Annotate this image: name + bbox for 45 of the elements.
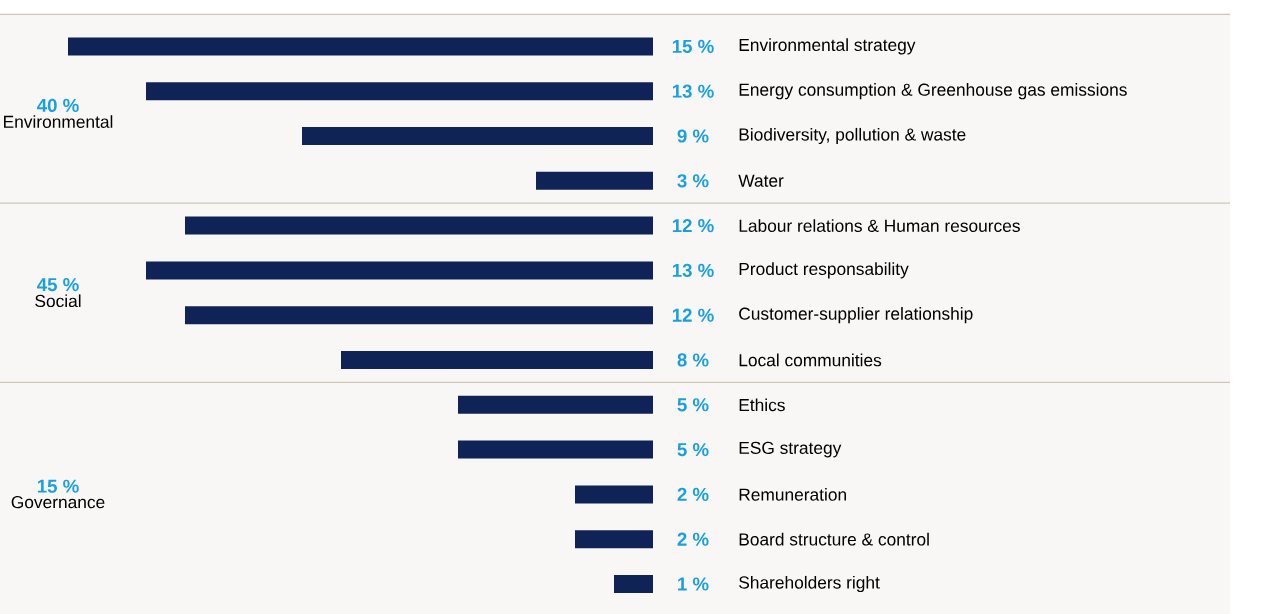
- band-label: Environmental: [4, 115, 113, 128]
- data-label: 8 %: [677, 353, 709, 367]
- data-label: 5 %: [677, 398, 709, 412]
- y-tick-label: Local communities: [739, 353, 882, 367]
- annotation: 15 %: [37, 479, 79, 493]
- y-tick-label: Water: [738, 174, 784, 187]
- y-tick-label: ESG strategy: [739, 441, 842, 458]
- bar: [146, 261, 653, 280]
- bar: [185, 216, 653, 235]
- band-label: Governance: [11, 495, 105, 509]
- band-label: Social: [35, 294, 81, 308]
- data-label: 5 %: [677, 443, 709, 457]
- data-label: 3 %: [677, 174, 709, 188]
- bar: [458, 440, 653, 459]
- y-tick-label: Energy consumption & Greenhouse gas emissions: [739, 83, 1127, 100]
- y-tick-label: Product responsability: [739, 262, 909, 279]
- y-tick-label: Environmental strategy: [739, 38, 916, 55]
- data-label: 13 %: [672, 84, 714, 98]
- data-label: 9 %: [677, 129, 709, 143]
- bar: [575, 530, 653, 549]
- bar: [614, 574, 653, 593]
- data-label: 13 %: [672, 263, 714, 278]
- bar: [146, 82, 653, 101]
- y-tick-label: Ethics: [739, 398, 785, 412]
- y-tick-label: Customer-supplier relationship: [739, 307, 973, 324]
- data-label: 2 %: [677, 487, 709, 501]
- data-label: 12 %: [672, 308, 714, 322]
- annotation: 45 %: [37, 278, 79, 292]
- data-label: 1 %: [678, 577, 709, 591]
- bar: [458, 395, 653, 414]
- bar: [341, 350, 653, 369]
- y-tick-label: Labour relations & Human resources: [739, 219, 1020, 232]
- bar: [536, 171, 653, 190]
- y-tick-label: Remuneration: [739, 488, 846, 501]
- data-label: 15 %: [672, 39, 714, 53]
- y-tick-label: Shareholders right: [739, 575, 880, 593]
- bar: [575, 485, 653, 504]
- data-label: 12 %: [672, 218, 714, 233]
- data-label: 2 %: [677, 532, 709, 546]
- bar: [185, 306, 653, 325]
- annotation: 40 %: [37, 98, 79, 112]
- y-tick-label: Biodiversity, pollution & waste: [739, 127, 966, 145]
- bar: [68, 37, 653, 56]
- y-tick-label: Board structure & control: [739, 532, 929, 546]
- bar: [302, 127, 653, 145]
